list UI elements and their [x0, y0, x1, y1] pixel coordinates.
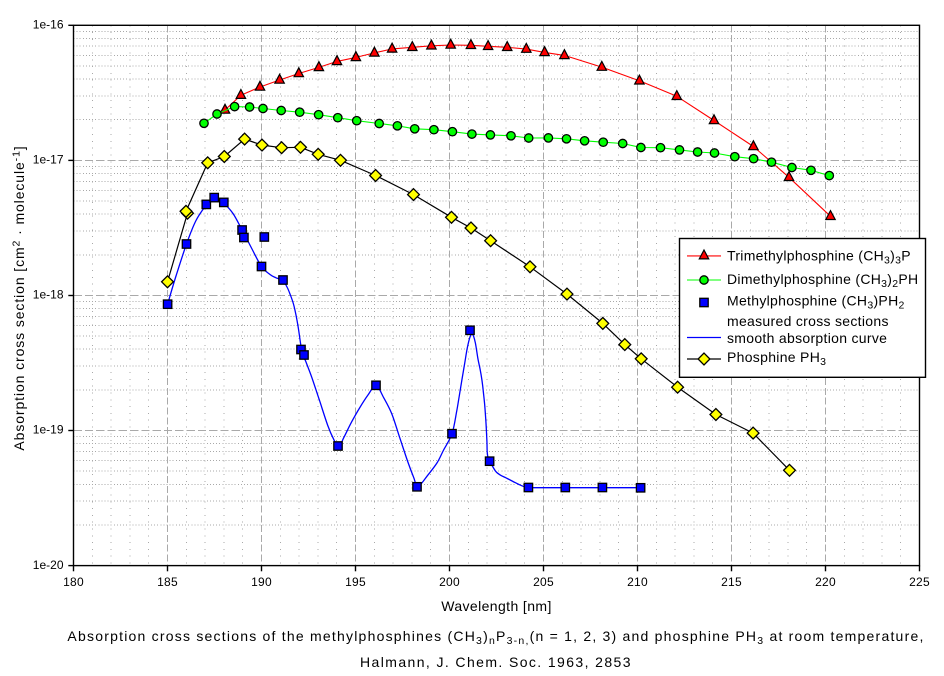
svg-text:1e-18: 1e-18	[33, 288, 64, 302]
svg-text:Trimethylphosphine (CH3)3P: Trimethylphosphine (CH3)3P	[727, 248, 911, 267]
svg-text:1e-19: 1e-19	[33, 423, 64, 437]
svg-text:185: 185	[157, 575, 178, 589]
svg-text:210: 210	[627, 575, 648, 589]
svg-text:200: 200	[439, 575, 460, 589]
svg-text:1e-20: 1e-20	[33, 558, 64, 572]
svg-text:205: 205	[533, 575, 554, 589]
svg-text:180: 180	[63, 575, 84, 589]
svg-text:195: 195	[345, 575, 366, 589]
svg-text:smooth absorption curve: smooth absorption curve	[727, 330, 887, 346]
svg-text:225: 225	[909, 575, 930, 589]
svg-text:190: 190	[251, 575, 272, 589]
svg-text:Methylphosphine (CH3)PH2: Methylphosphine (CH3)PH2	[727, 293, 905, 312]
svg-text:Wavelength [nm]: Wavelength [nm]	[441, 598, 552, 614]
svg-text:Dimethylphosphine (CH3)2PH: Dimethylphosphine (CH3)2PH	[727, 271, 918, 290]
svg-text:Halmann, J. Chem. Soc. 1963, 2: Halmann, J. Chem. Soc. 1963, 2853	[360, 654, 632, 670]
svg-text:215: 215	[721, 575, 742, 589]
svg-text:1e-17: 1e-17	[33, 153, 64, 167]
svg-text:Phosphine PH3: Phosphine PH3	[727, 349, 826, 368]
svg-text:1e-16: 1e-16	[33, 18, 64, 32]
svg-text:measured cross sections: measured cross sections	[727, 313, 889, 329]
svg-text:Absorption cross section [cm2: Absorption cross section [cm2 · molecule…	[11, 145, 28, 450]
svg-text:220: 220	[815, 575, 836, 589]
svg-text:Absorption cross sections of t: Absorption cross sections of the methylp…	[67, 628, 924, 647]
